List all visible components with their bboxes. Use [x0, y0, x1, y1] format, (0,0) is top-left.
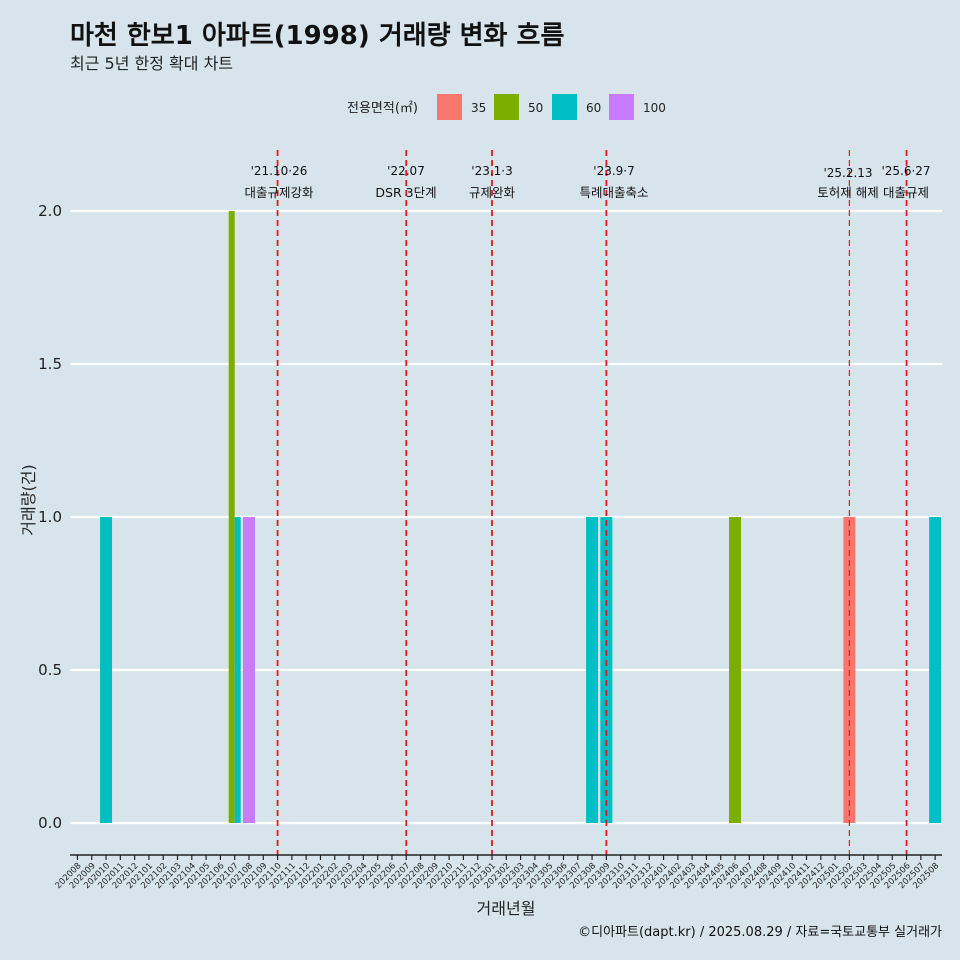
- event-label: 토허제 해제: [817, 185, 878, 200]
- bar-202107-60: [234, 517, 241, 823]
- y-tick-label: 1.5: [38, 355, 62, 373]
- bar-202107-50: [228, 211, 235, 823]
- event-label: 규제완화: [469, 185, 516, 200]
- y-axis-title: 거래량(건): [19, 464, 38, 535]
- legend-label-60: 60: [586, 101, 601, 115]
- x-axis-title: 거래년월: [477, 899, 536, 918]
- event-label: 대출규제: [883, 185, 929, 200]
- bar-202308-60: [586, 517, 599, 823]
- chart-title: 마천 한보1 아파트(1998) 거래량 변화 흐름: [70, 21, 564, 51]
- event-date: '22.07: [387, 164, 425, 178]
- event-date: '23.1·3: [471, 164, 512, 178]
- event-label: DSR 3단계: [375, 185, 436, 200]
- legend-swatch-100: [609, 94, 634, 120]
- event-label: 대출규제강화: [244, 185, 314, 200]
- legend-label-100: 100: [643, 101, 666, 115]
- y-tick-label: 2.0: [38, 202, 62, 220]
- events: '21.10·26 대출규제강화 '22.07 DSR 3단계 '23.1·3 규제완화 '…: [244, 150, 931, 855]
- axes: 2020082020092020102020112020122021012021…: [54, 854, 942, 891]
- legend-label-50: 50: [528, 101, 543, 115]
- event-date: '25.2.13: [823, 166, 872, 180]
- bar-202010-60: [100, 517, 113, 823]
- y-tick-label: 0.0: [38, 814, 62, 832]
- y-tick-label: 0.5: [38, 661, 62, 679]
- event-label: 특례대출축소: [579, 185, 648, 200]
- legend-swatch-35: [437, 94, 462, 120]
- legend-swatch-60: [552, 94, 577, 120]
- legend-swatch-50: [494, 94, 519, 120]
- caption: ©디아파트(dapt.kr) / 2025.08.29 / 자료=국토교통부 실…: [578, 925, 942, 940]
- bar-202406-50: [729, 517, 742, 823]
- bar-202108-100: [242, 517, 255, 823]
- event-date: '23.9·7: [593, 164, 634, 178]
- chart-subtitle: 최근 5년 한정 확대 차트: [70, 54, 233, 73]
- grid: 0.0 0.5 1.0 1.5 2.0: [38, 202, 942, 832]
- legend-title: 전용면적(㎡): [347, 101, 418, 116]
- event-date: '25.6·27: [881, 164, 930, 178]
- event-date: '21.10·26: [251, 164, 308, 178]
- legend: 전용면적(㎡) 35 50 60 100: [347, 94, 666, 120]
- bar-202508-60: [929, 517, 942, 823]
- y-tick-label: 1.0: [38, 508, 62, 526]
- bars: [100, 211, 942, 823]
- legend-label-35: 35: [471, 101, 486, 115]
